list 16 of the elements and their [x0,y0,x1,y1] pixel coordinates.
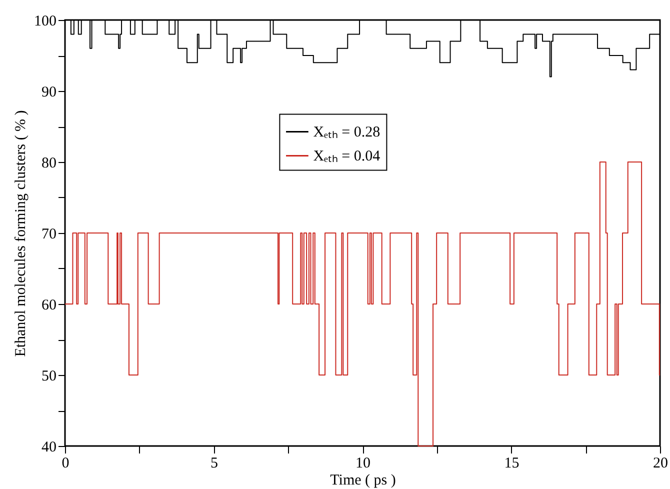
x-axis-title: Time ( ps ) [330,472,396,488]
y-tick-label: 90 [42,84,56,100]
legend-label: Xₑₜₕ = 0.28 [313,124,380,141]
y-tick-label: 100 [34,14,56,30]
y-axis-title: Ethanol molecules forming clusters ( % ) [13,110,29,357]
x-tick-label: 15 [504,456,520,472]
legend-label: Xₑₜₕ = 0.04 [313,148,381,165]
y-tick-label: 60 [42,298,56,314]
y-tick-label: 70 [42,226,56,242]
x-tick-label: 20 [653,456,668,472]
x-tick-label: 5 [210,456,218,472]
y-tick-label: 50 [42,368,56,384]
x-tick-label: 10 [356,456,370,472]
y-tick-label: 40 [42,440,56,456]
y-tick-label: 80 [42,156,56,172]
x-tick-label: 0 [62,456,70,472]
